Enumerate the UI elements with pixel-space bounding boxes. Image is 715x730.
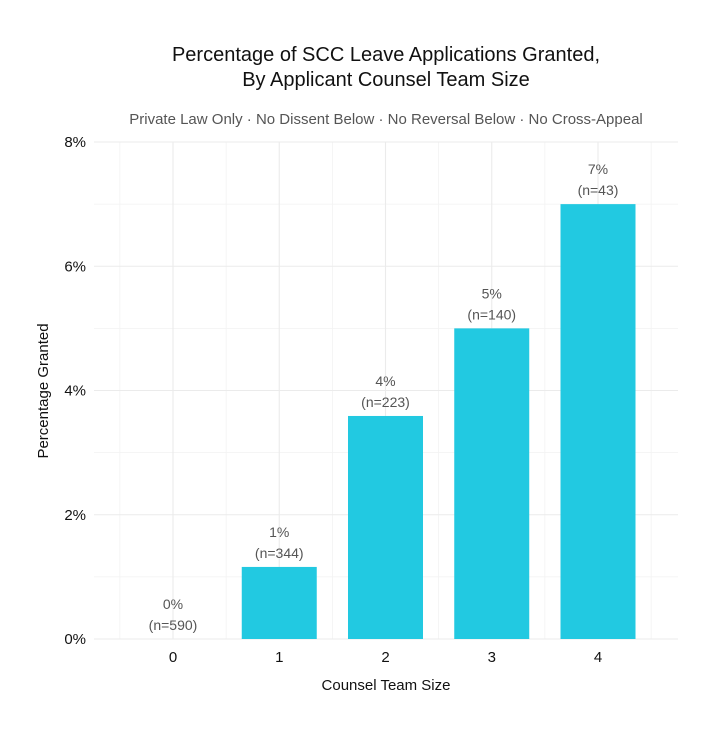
bar-count-label: (n=590): [149, 617, 198, 633]
chart-subtitle: Private Law Only · No Dissent Below · No…: [129, 111, 643, 128]
bar-count-label: (n=223): [361, 394, 410, 410]
bar-4: [560, 204, 636, 639]
bar-labels: 0% (n=590) 1% (n=344) 4% (n=223) 5% (n=140) 7% (n…: [149, 161, 619, 633]
bar-value-label: 7%: [588, 161, 608, 177]
y-tick-label: 0%: [64, 631, 86, 648]
x-axis-title: Counsel Team Size: [322, 677, 451, 694]
x-tick-label: 2: [381, 649, 389, 666]
y-tick-label: 8%: [64, 134, 86, 151]
bar-value-label: 1%: [269, 524, 289, 540]
bar-1: [241, 566, 317, 639]
bar-count-label: (n=140): [467, 306, 516, 322]
bar-3: [454, 328, 530, 639]
y-tick-label: 4%: [64, 383, 86, 400]
x-tick-label: 1: [275, 649, 283, 666]
bar-count-label: (n=344): [255, 545, 304, 561]
y-tick-label: 6%: [64, 258, 86, 275]
bar-2: [348, 415, 423, 639]
bar-value-label: 5%: [482, 285, 502, 301]
bar-value-label: 4%: [375, 373, 395, 389]
chart-title-line-1: Percentage of SCC Leave Applications Gra…: [172, 44, 600, 66]
y-axis-ticks: 0% 2% 4% 6% 8%: [64, 134, 86, 648]
bar-value-label: 0%: [163, 596, 183, 612]
y-axis-title: Percentage Granted: [35, 323, 52, 458]
bar-count-label: (n=43): [578, 182, 619, 198]
bars: [241, 204, 636, 639]
y-tick-label: 2%: [64, 507, 86, 524]
chart-title-line-2: By Applicant Counsel Team Size: [242, 69, 530, 91]
x-axis-ticks: 0 1 2 3 4: [169, 649, 602, 666]
x-tick-label: 3: [488, 649, 496, 666]
x-tick-label: 0: [169, 649, 177, 666]
x-tick-label: 4: [594, 649, 602, 666]
